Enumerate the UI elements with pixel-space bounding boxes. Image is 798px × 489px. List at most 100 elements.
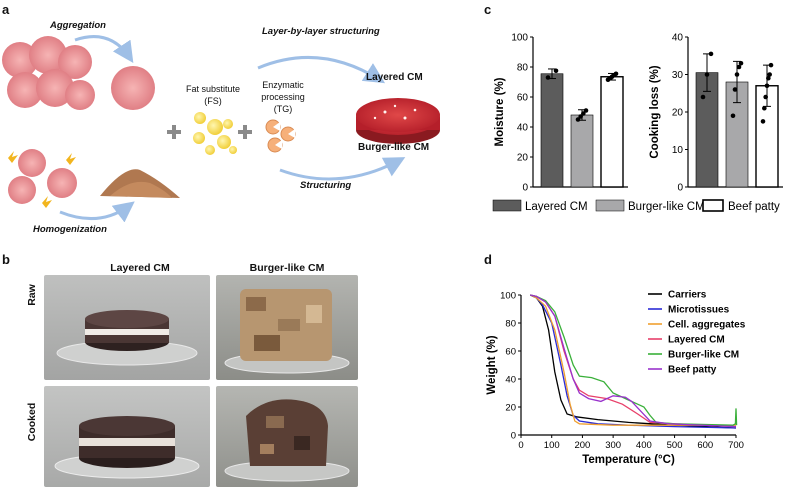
data-point xyxy=(736,64,742,70)
enzyme-icon xyxy=(265,119,296,153)
data-point xyxy=(545,75,551,80)
legend-label: Layered CM xyxy=(525,201,588,213)
patty-icon xyxy=(356,98,440,144)
photo-col-layered: Layered CM xyxy=(110,262,170,274)
legend-swatch xyxy=(595,199,625,212)
y-axis-title: Moisture (%) xyxy=(494,77,506,146)
y-axis-title: Weight (%) xyxy=(486,335,498,394)
y-tick-label: 40 xyxy=(505,375,516,386)
legend-label: Beef patty xyxy=(728,201,780,213)
data-point xyxy=(730,113,736,119)
schematic-graphic xyxy=(2,35,440,223)
series-line xyxy=(529,294,736,426)
x-tick-label: 300 xyxy=(605,440,621,451)
photo-raw-burger xyxy=(216,275,358,380)
legend-label: Beef patty xyxy=(668,365,717,376)
data-point xyxy=(763,94,768,100)
data-point xyxy=(766,75,771,81)
y-tick-label: 80 xyxy=(517,63,529,74)
x-tick-label: 400 xyxy=(636,440,652,451)
plus-icon xyxy=(167,125,252,139)
data-point xyxy=(700,94,706,100)
y-tick-label: 0 xyxy=(677,183,683,194)
y-tick-label: 20 xyxy=(517,153,529,164)
label-tg: (TG) xyxy=(273,104,293,114)
data-point xyxy=(575,117,581,122)
label-structuring: Structuring xyxy=(300,180,352,191)
panel-letter-d: d xyxy=(484,252,492,267)
y-tick-label: 30 xyxy=(672,70,684,81)
legend-swatch xyxy=(492,199,522,212)
x-tick-label: 600 xyxy=(697,440,713,451)
data-point xyxy=(734,72,740,77)
powder-icon xyxy=(100,169,180,198)
y-tick-label: 100 xyxy=(500,291,516,302)
legend-label: Layered CM xyxy=(668,335,725,346)
y-tick-label: 40 xyxy=(672,33,684,44)
y-tick-label: 40 xyxy=(517,123,529,134)
tga-chart: 0 20 40 60 80 100 0 100 200 300 400 500 600 700 Temper… xyxy=(486,290,746,467)
label-fs: (FS) xyxy=(204,96,222,106)
fat-droplets-icon xyxy=(193,112,237,155)
bar-charts: 0 20 40 60 80 100 Moisture (%) 0 10 20 30 40 Cooking… xyxy=(492,33,783,213)
aggregate-icon xyxy=(111,66,155,110)
x-axis-title: Temperature (°C) xyxy=(582,454,675,466)
legend-label: Burger-like CM xyxy=(668,350,739,361)
photo-cooked-burger xyxy=(216,386,358,487)
photo-row-cooked: Cooked xyxy=(26,402,38,442)
data-point xyxy=(732,87,738,92)
y-tick-label: 100 xyxy=(511,33,528,44)
data-point xyxy=(764,83,770,89)
photo-col-burger: Burger-like CM xyxy=(249,262,325,274)
data-point xyxy=(762,105,767,111)
y-tick-label: 80 xyxy=(505,319,516,330)
y-tick-label: 0 xyxy=(511,431,516,442)
photo-cooked-layered xyxy=(44,386,210,487)
y-tick-label: 20 xyxy=(505,403,516,414)
legend-label: Cell. aggregates xyxy=(668,320,746,331)
label-aggregation: Aggregation xyxy=(50,20,106,31)
series-line xyxy=(530,294,737,428)
label-homogenization: Homogenization xyxy=(33,224,107,235)
panel-letter-c: c xyxy=(484,2,492,17)
label-processing: processing xyxy=(261,92,305,102)
series-line xyxy=(529,294,737,429)
x-tick-label: 100 xyxy=(544,440,560,451)
cell-cluster-icon xyxy=(2,36,95,110)
data-point xyxy=(578,114,583,119)
data-point xyxy=(760,119,766,124)
data-point xyxy=(768,62,774,68)
legend-swatch xyxy=(702,199,724,212)
data-point xyxy=(767,72,772,77)
bar xyxy=(600,76,624,188)
x-tick-label: 200 xyxy=(574,440,590,451)
label-fat-substitute: Fat substitute xyxy=(185,84,241,94)
data-point xyxy=(704,72,710,77)
y-tick-label: 20 xyxy=(672,108,684,119)
panel-letter-a: a xyxy=(2,2,10,17)
data-point xyxy=(738,60,744,66)
legend-label: Burger-like CM xyxy=(628,201,705,213)
panel-letter-b: b xyxy=(2,252,10,267)
photo-row-raw: Raw xyxy=(26,284,38,306)
legend-label: Carriers xyxy=(668,290,707,301)
data-point xyxy=(708,51,714,57)
y-axis-title: Cooking loss (%) xyxy=(649,65,661,158)
x-tick-label: 700 xyxy=(728,440,744,451)
label-layered-cm: Layered CM xyxy=(366,72,423,83)
x-tick-label: 0 xyxy=(518,440,523,451)
bar xyxy=(540,73,564,188)
y-tick-label: 10 xyxy=(672,145,684,156)
data-point xyxy=(553,68,559,74)
photo-raw-layered xyxy=(44,275,210,380)
bar xyxy=(570,114,594,188)
label-layer-by-layer: Layer-by-layer structuring xyxy=(262,26,380,37)
x-tick-label: 500 xyxy=(667,440,683,451)
data-point xyxy=(583,108,589,113)
spark-icon xyxy=(8,149,77,208)
y-tick-label: 0 xyxy=(522,183,528,194)
label-burger-cm: Burger-like CM xyxy=(358,142,430,153)
legend-label: Microtissues xyxy=(668,305,730,316)
data-point xyxy=(613,71,619,77)
y-tick-label: 60 xyxy=(517,93,529,104)
